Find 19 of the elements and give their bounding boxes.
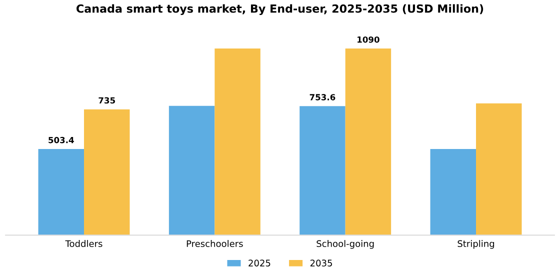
bar [38,148,84,236]
bar [476,103,522,236]
legend-label: 2035 [310,260,332,266]
x-tick-label: Toddlers [65,240,102,248]
x-tick-label: Preschoolers [186,240,243,248]
x-tick-label: School-going [316,240,374,249]
bar [84,109,130,236]
chart-title: Canada smart toys market, By End-user, 2025-2035 (USD Million) [76,4,484,16]
legend-label: 2025 [248,260,270,266]
x-tick-label: Stripling [458,240,494,249]
bar [345,48,392,236]
bar [430,149,476,236]
data-label: 1090 [358,36,380,43]
data-label: 735 [98,97,115,104]
data-label: 503.4 [48,136,74,144]
data-label: 753.6 [310,94,336,100]
bar [300,106,346,236]
bar [168,106,215,236]
bar [214,48,260,236]
